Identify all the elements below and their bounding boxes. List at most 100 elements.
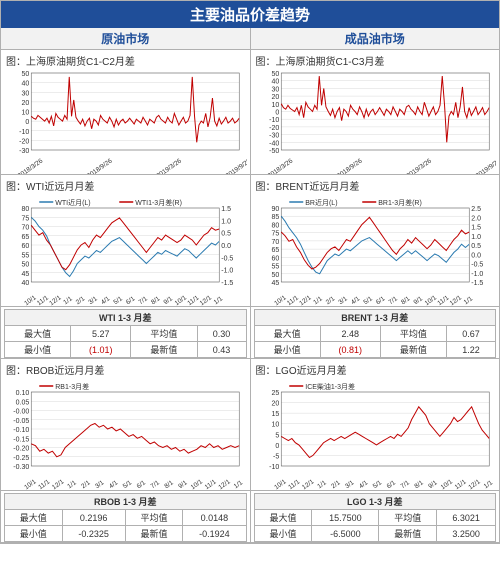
- svg-text:-0.10: -0.10: [13, 427, 29, 434]
- svg-text:2019/3/26: 2019/3/26: [155, 157, 183, 174]
- svg-text:30: 30: [21, 90, 29, 97]
- svg-text:-20: -20: [19, 138, 29, 145]
- svg-text:4/1: 4/1: [108, 479, 120, 490]
- svg-text:2018/9/26: 2018/9/26: [335, 157, 363, 174]
- stats-table: WTI 1-3 月差最大值5.27平均值0.30最小值(1.01)最新值0.43: [4, 309, 247, 358]
- svg-text:-0.20: -0.20: [13, 446, 29, 453]
- svg-text:5/1: 5/1: [122, 479, 134, 490]
- svg-text:10/1: 10/1: [273, 294, 288, 306]
- svg-text:50: 50: [271, 272, 279, 279]
- svg-text:12/1: 12/1: [448, 294, 463, 306]
- row-2: 图：WTI近远月月差 404550556065707580-1.5-1.0-0.…: [1, 175, 499, 307]
- svg-text:2.5: 2.5: [471, 206, 481, 213]
- stats-cell: -6.5000: [312, 526, 379, 542]
- stats-cell: 2.48: [320, 326, 380, 342]
- svg-text:50: 50: [21, 71, 29, 78]
- svg-text:10: 10: [271, 102, 279, 109]
- svg-text:10/1: 10/1: [273, 478, 288, 490]
- stats-cell: 最小值: [5, 342, 71, 358]
- svg-text:40: 40: [271, 79, 279, 86]
- svg-text:20: 20: [271, 401, 279, 408]
- svg-text:40: 40: [21, 81, 29, 88]
- svg-text:1/1: 1/1: [462, 295, 474, 306]
- svg-text:0: 0: [25, 119, 29, 126]
- svg-text:-0.00: -0.00: [13, 409, 29, 416]
- stats-cell: -0.1924: [183, 526, 246, 542]
- svg-text:65: 65: [271, 247, 279, 254]
- svg-text:7/1: 7/1: [149, 479, 161, 490]
- svg-text:0: 0: [275, 443, 279, 450]
- svg-text:-30: -30: [269, 133, 279, 140]
- svg-text:-0.15: -0.15: [13, 436, 29, 443]
- svg-text:0.0: 0.0: [221, 243, 231, 250]
- svg-text:ICE柴油1-3月差: ICE柴油1-3月差: [305, 382, 355, 391]
- stats-cell: 最小值: [254, 526, 312, 542]
- panel-title: 图：RBOB近远月月差: [4, 361, 247, 378]
- svg-text:1/1: 1/1: [233, 479, 245, 490]
- svg-text:10: 10: [21, 110, 29, 117]
- svg-text:8/1: 8/1: [163, 479, 175, 490]
- svg-text:2018/9/26: 2018/9/26: [86, 157, 114, 174]
- svg-text:25: 25: [271, 390, 279, 397]
- stats-cell: 0.67: [447, 326, 496, 342]
- svg-text:75: 75: [21, 215, 29, 222]
- svg-text:12/1: 12/1: [300, 478, 315, 490]
- svg-text:9/1: 9/1: [177, 479, 189, 490]
- svg-text:WTI近月(L): WTI近月(L): [55, 198, 90, 207]
- svg-text:10/1: 10/1: [190, 478, 205, 490]
- svg-text:2019/9/26: 2019/9/26: [474, 157, 496, 174]
- stats-cell: 1.22: [447, 342, 496, 358]
- svg-text:1/1: 1/1: [482, 479, 494, 490]
- svg-text:4/1: 4/1: [349, 295, 361, 306]
- stats-title: WTI 1-3 月差: [5, 310, 247, 326]
- svg-text:1/1: 1/1: [316, 479, 328, 490]
- column-headers: 原油市场 成品油市场: [1, 28, 499, 50]
- svg-text:12/1: 12/1: [467, 478, 482, 490]
- svg-text:RB1-3月差: RB1-3月差: [55, 382, 89, 391]
- svg-text:60: 60: [271, 255, 279, 262]
- stats-cell: 最大值: [254, 326, 320, 342]
- panel-title: 图：WTI近远月月差: [4, 177, 247, 194]
- chart-c1c2: -30-20-10010203040502018/3/262018/9/2620…: [4, 69, 247, 174]
- svg-text:7/1: 7/1: [387, 295, 399, 306]
- svg-text:-0.5: -0.5: [471, 262, 483, 269]
- panel-lgo: 图：LGO近远月月差 -10-5051015202510/111/112/11/…: [251, 359, 500, 491]
- svg-text:0.10: 0.10: [16, 390, 30, 397]
- svg-text:5/1: 5/1: [112, 295, 124, 306]
- svg-text:70: 70: [271, 239, 279, 246]
- svg-text:80: 80: [271, 222, 279, 229]
- svg-text:-30: -30: [19, 148, 29, 155]
- stats-title: LGO 1-3 月差: [254, 494, 496, 510]
- stats-cell: 平均值: [380, 326, 446, 342]
- svg-text:-10: -10: [269, 464, 279, 471]
- svg-text:50: 50: [271, 71, 279, 78]
- svg-text:-1.0: -1.0: [221, 268, 233, 275]
- svg-text:8/1: 8/1: [413, 479, 425, 490]
- svg-text:5/1: 5/1: [362, 295, 374, 306]
- svg-text:2019/3/26: 2019/3/26: [405, 157, 433, 174]
- svg-text:9/1: 9/1: [412, 295, 424, 306]
- svg-text:-1.5: -1.5: [221, 280, 233, 287]
- svg-text:2018/3/26: 2018/3/26: [266, 157, 294, 174]
- stats-cell: 平均值: [379, 510, 437, 526]
- svg-text:4/1: 4/1: [100, 295, 112, 306]
- svg-text:6/1: 6/1: [374, 295, 386, 306]
- svg-text:85: 85: [271, 214, 279, 221]
- svg-text:-10: -10: [269, 117, 279, 124]
- stats-wti: WTI 1-3 月差最大值5.27平均值0.30最小值(1.01)最新值0.43: [1, 307, 251, 359]
- svg-text:6/1: 6/1: [136, 479, 148, 490]
- stats-cell: 3.2500: [437, 526, 496, 542]
- svg-text:-40: -40: [269, 140, 279, 147]
- svg-text:9/1: 9/1: [163, 295, 175, 306]
- col-header-left: 原油市场: [1, 28, 251, 49]
- svg-text:40: 40: [21, 280, 29, 287]
- svg-text:30: 30: [271, 86, 279, 93]
- svg-text:55: 55: [21, 252, 29, 259]
- svg-text:7/1: 7/1: [137, 295, 149, 306]
- svg-text:10/1: 10/1: [23, 478, 38, 490]
- stats-cell: 6.3021: [437, 510, 496, 526]
- stats-cell: -0.2325: [62, 526, 125, 542]
- svg-text:50: 50: [21, 262, 29, 269]
- stats-cell: 最大值: [254, 510, 312, 526]
- stats-cell: 0.2196: [62, 510, 125, 526]
